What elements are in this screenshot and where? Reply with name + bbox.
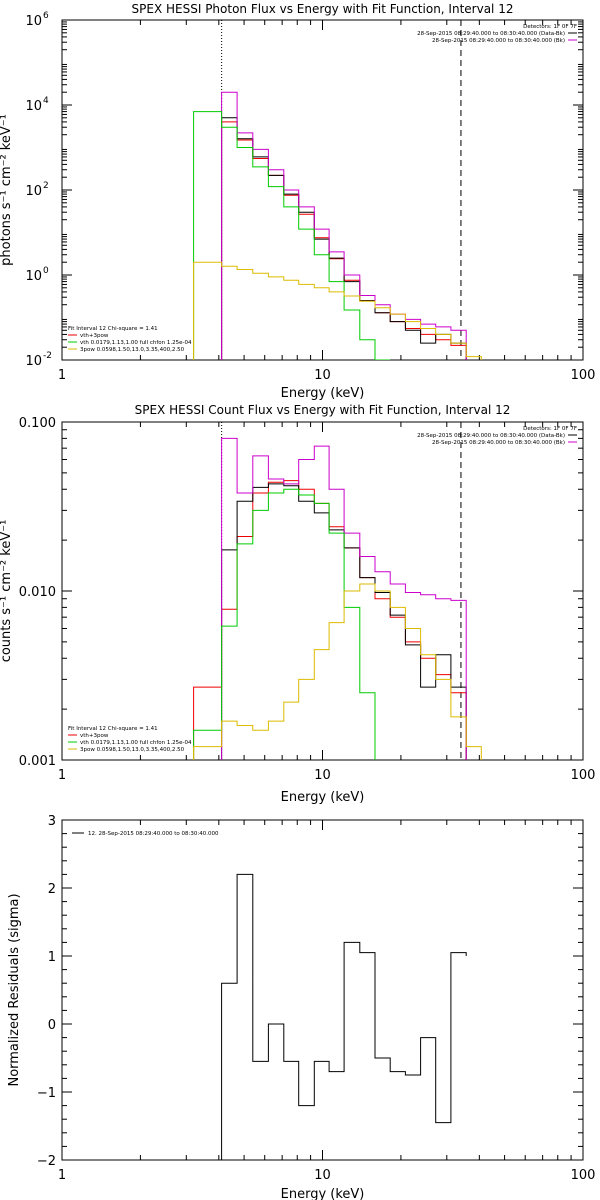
residuals-y-axis-label: Normalized Residuals (sigma)	[7, 893, 22, 1086]
y-tick-label: 10	[25, 99, 42, 114]
photon-panel: SPEX HESSI Photon Flux vs Energy with Fi…	[0, 2, 595, 401]
y-tick-exponent: 2	[43, 181, 49, 191]
x-tick-label: 1	[58, 768, 66, 783]
legend-top-entry: 28-Sep-2015 08:29:40.000 to 08:30:40.000…	[432, 38, 565, 44]
y-tick-label: 10	[25, 14, 42, 29]
legend-fit-entry: vth+3pow	[80, 333, 109, 339]
legend-fit-entry: vth 0.0179,1.13,1.00 full chfon 1.25e-04	[80, 740, 192, 746]
y-tick-label: 0.100	[19, 416, 56, 431]
x-tick-label: 1	[58, 1168, 66, 1183]
x-tick-label: 1	[58, 368, 66, 383]
x-tick-label: 10	[314, 1168, 331, 1183]
legend-fit-header: Fit Interval 12 Chi-square = 1.41	[68, 726, 158, 732]
count-x-axis-label: Energy (keV)	[281, 790, 365, 805]
photon-y-axis-label: photons s⁻¹ cm⁻² keV⁻¹	[0, 114, 14, 266]
series-line-4	[193, 583, 497, 760]
y-tick-label: 2	[48, 882, 56, 897]
count-axes-frame	[61, 421, 584, 761]
legend-fit-entry: 3pow 0.0598,1.50,13.0,3.35,400,2.50	[80, 747, 185, 753]
legend-fit-entry: vth 0.0179,1.13,1.00 full chfon 1.25e-04	[80, 340, 192, 346]
series-line-4	[193, 261, 482, 360]
legend-top-entry: 28-Sep-2015 08:29:40.000 to 08:30:40.000…	[432, 440, 565, 446]
legend-detectors: Detectors: 1F 0F 7F	[523, 426, 577, 432]
x-tick-label: 100	[571, 368, 596, 383]
series-line-2	[221, 91, 467, 360]
legend-top-entry: 12. 28-Sep-2015 08:29:40.000 to 08:30:40…	[88, 831, 219, 837]
y-tick-label: 0.010	[19, 585, 56, 600]
series-line-0	[221, 873, 467, 1160]
x-tick-label: 10	[314, 768, 331, 783]
count-y-axis-label: counts s⁻¹ cm⁻² keV⁻¹	[0, 520, 14, 663]
count-panel: SPEX HESSI Count Flux vs Energy with Fit…	[0, 403, 595, 805]
count-series-group	[193, 437, 497, 760]
y-tick-exponent: 0	[43, 266, 49, 276]
photon-x-axis-label: Energy (keV)	[281, 386, 365, 401]
legend-fit-entry: 3pow 0.0598,1.50,13.0,3.35,400,2.50	[80, 347, 185, 353]
y-tick-exponent: 4	[43, 96, 49, 106]
series-line-3	[193, 111, 391, 360]
y-tick-label: −2	[37, 1154, 56, 1169]
residuals-axes-frame	[61, 819, 584, 1161]
residuals-panel: 1 10 100 −2 −1 0 1 2 3 Energy (keV) Normalized Res…	[7, 814, 595, 1200]
y-tick-label: 0.001	[19, 754, 56, 769]
x-tick-label: 100	[571, 1168, 596, 1183]
series-line-2	[221, 437, 467, 760]
count-title: SPEX HESSI Count Flux vs Energy with Fit…	[135, 403, 511, 417]
legend-fit-header: Fit Interval 12 Chi-square = 1.41	[68, 326, 158, 332]
legend-top-entry: 28-Sep-2015 08:29:40.000 to 08:30:40.000…	[417, 433, 565, 439]
y-tick-label: 10	[25, 354, 42, 369]
photon-series-group	[193, 91, 482, 360]
y-tick-exponent: -2	[43, 351, 52, 361]
y-tick-exponent: 6	[43, 11, 49, 21]
legend-detectors: Detectors: 1F 0F 7F	[523, 24, 577, 30]
x-tick-label: 100	[571, 768, 596, 783]
y-tick-label: −1	[37, 1086, 56, 1101]
residuals-series-group	[221, 873, 467, 1160]
y-tick-label: 0	[48, 1018, 56, 1033]
series-line-0	[193, 480, 467, 760]
residuals-x-axis-label: Energy (keV)	[281, 1187, 365, 1200]
photon-axes-frame	[61, 19, 584, 361]
x-tick-label: 10	[314, 368, 331, 383]
series-line-3	[193, 488, 391, 760]
legend-top-entry: 28-Sep-2015 08:29:40.000 to 08:30:40.000…	[417, 31, 565, 37]
legend-fit-entry: vth+3pow	[80, 733, 109, 739]
photon-title: SPEX HESSI Photon Flux vs Energy with Fi…	[132, 2, 514, 16]
y-tick-label: 1	[48, 950, 56, 965]
y-tick-label: 10	[25, 269, 42, 284]
y-tick-label: 10	[25, 184, 42, 199]
y-tick-label: 3	[48, 814, 56, 829]
